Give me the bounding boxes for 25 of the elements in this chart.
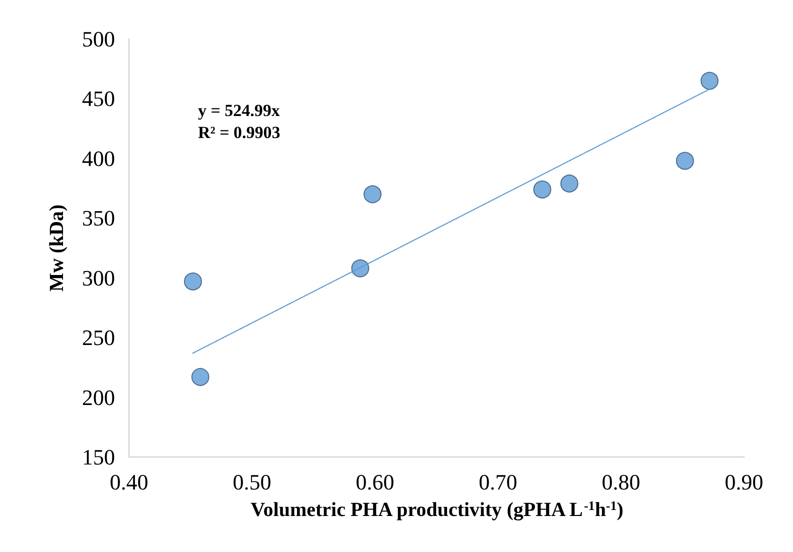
- x-tick-label: 0.80: [602, 470, 640, 494]
- point: [676, 152, 694, 170]
- y-tick-label: 350: [82, 206, 115, 231]
- point: [364, 185, 382, 204]
- y-tick-label: 250: [82, 325, 115, 350]
- point: [184, 272, 202, 290]
- y-tick-label: 300: [82, 265, 115, 290]
- point: [700, 72, 719, 90]
- x-tick-label: 0.90: [724, 470, 764, 494]
- y-tick-label: 200: [82, 384, 115, 410]
- x-tick-label: 0.60: [356, 470, 394, 494]
- y-axis-title: Mw (kDa): [46, 204, 68, 292]
- annotation: y = 524.99x: [198, 101, 280, 120]
- point: [560, 174, 578, 193]
- point: [351, 259, 370, 278]
- x-tick-label: 0.40: [110, 470, 148, 494]
- y-tick-label: 500: [82, 26, 115, 52]
- annotation: R² = 0.9903: [198, 123, 280, 142]
- y-tick-label: 150: [82, 444, 115, 470]
- x-tick-label: 0.70: [478, 470, 518, 494]
- point: [191, 368, 210, 386]
- y-tick-label: 400: [82, 146, 115, 171]
- y-tick-label: 450: [82, 86, 115, 112]
- x-tick-label: 0.50: [232, 470, 272, 494]
- point: [533, 180, 552, 198]
